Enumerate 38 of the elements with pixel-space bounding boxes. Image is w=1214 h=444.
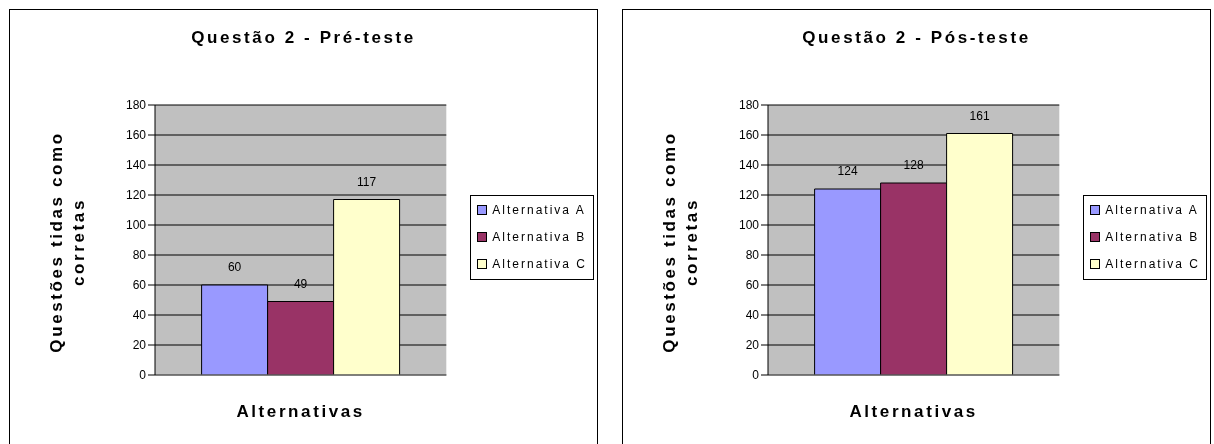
legend-label: Alternativa C xyxy=(492,257,587,271)
y-tick-label: 160 xyxy=(125,128,147,143)
y-tick-label: 140 xyxy=(738,158,760,173)
data-label: 124 xyxy=(837,164,858,178)
y-tick-label: 40 xyxy=(745,308,760,323)
y-tick-label: 180 xyxy=(125,98,147,113)
y-tick-label: 120 xyxy=(125,188,147,203)
y-tick-label: 140 xyxy=(125,158,147,173)
y-tick-label: 160 xyxy=(738,128,760,143)
data-label: 60 xyxy=(227,260,242,274)
y-tick-label: 0 xyxy=(752,368,760,383)
y-tick-label: 60 xyxy=(745,278,760,293)
chart-title: Questão 2 - Pós-teste xyxy=(801,28,1032,48)
data-label: 128 xyxy=(903,158,924,172)
legend-label: Alternativa B xyxy=(1105,230,1200,244)
y-tick-label: 60 xyxy=(132,278,147,293)
y-tick-label: 120 xyxy=(738,188,760,203)
x-axis-title: Alternativas xyxy=(849,402,978,421)
legend-label: Alternativa B xyxy=(492,230,587,244)
chart-title: Questão 2 - Pré-teste xyxy=(190,28,417,48)
legend-label: Alternativa A xyxy=(492,203,586,217)
y-tick-label: 100 xyxy=(738,218,760,233)
data-label: 117 xyxy=(357,174,377,189)
y-axis-title: Questões tidas como corretas xyxy=(46,130,89,355)
y-tick-label: 80 xyxy=(745,248,760,263)
x-axis-title: Alternativas xyxy=(236,402,365,421)
y-tick-label: 20 xyxy=(745,338,760,353)
legend-label: Alternativa C xyxy=(1105,257,1200,271)
y-tick-label: 100 xyxy=(125,218,147,233)
y-tick-label: 0 xyxy=(139,368,147,383)
y-tick-label: 20 xyxy=(132,338,147,353)
data-label: 161 xyxy=(969,108,990,123)
y-tick-label: 40 xyxy=(132,308,147,323)
data-label: 49 xyxy=(293,276,308,291)
y-axis-title: Questões tidas como corretas xyxy=(659,130,702,355)
y-tick-label: 180 xyxy=(738,98,760,113)
legend-label: Alternativa A xyxy=(1105,203,1199,217)
y-tick-label: 80 xyxy=(132,248,147,263)
